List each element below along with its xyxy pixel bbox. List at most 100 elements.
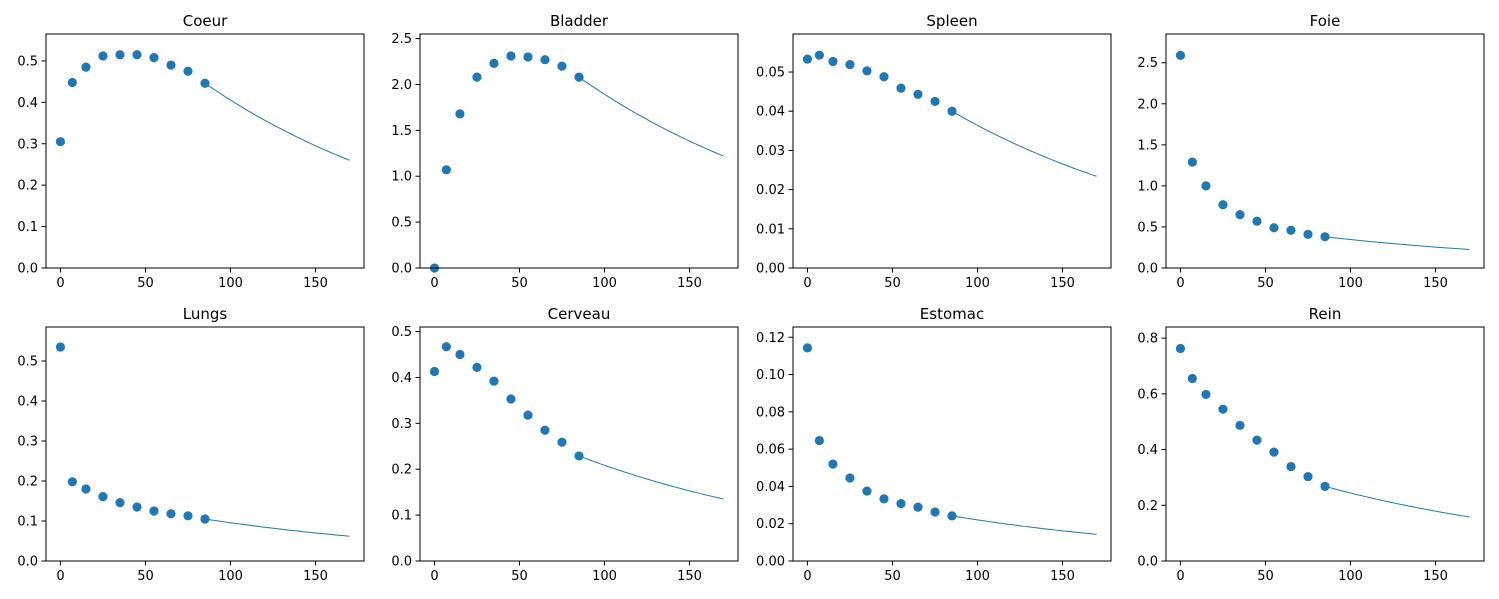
axes-frame <box>419 33 739 269</box>
panel-title: Estomac <box>920 305 984 323</box>
y-tick-label: 0.5 <box>1137 220 1158 235</box>
data-point <box>896 83 906 93</box>
data-point <box>1286 461 1296 472</box>
data-point <box>802 54 813 64</box>
data-point <box>506 51 516 61</box>
x-tick-label: 0 <box>56 569 64 584</box>
y-tick-label: 0.00 <box>756 262 785 277</box>
y-tick-label: 0.5 <box>391 216 412 231</box>
data-point <box>947 511 957 521</box>
y-tick-label: 1.5 <box>1137 138 1158 153</box>
data-point <box>55 342 66 352</box>
panel-lungs: Lungs 0 50 100 150 0.0 0.1 0.2 0.3 0.4 0.5 <box>17 305 365 584</box>
data-point <box>1175 343 1186 354</box>
x-tick-label: 150 <box>677 276 702 291</box>
data-point <box>947 106 957 116</box>
axes-frame <box>419 326 739 562</box>
panel-title: Bladder <box>550 12 609 30</box>
data-point <box>1286 225 1296 235</box>
data-point <box>115 50 125 60</box>
axes-frame <box>45 33 365 269</box>
fit-curve <box>951 515 1097 535</box>
data-point <box>55 137 66 147</box>
y-tick-label: 0.2 <box>17 179 38 194</box>
data-point <box>540 425 550 435</box>
data-point <box>930 507 940 517</box>
x-tick-label: 100 <box>965 569 990 584</box>
x-tick-label: 0 <box>1176 276 1184 291</box>
data-point <box>879 72 889 82</box>
data-point <box>896 498 906 509</box>
y-tick-label: 1.0 <box>1137 179 1158 194</box>
data-point <box>814 435 824 446</box>
axes-frame <box>45 326 365 562</box>
x-tick-label: 50 <box>884 276 901 291</box>
panel-title: Rein <box>1309 305 1342 323</box>
data-point <box>862 66 872 76</box>
panel-title: Cerveau <box>548 305 611 323</box>
data-point <box>472 72 482 82</box>
y-tick-label: 1.0 <box>391 170 412 185</box>
data-point <box>166 509 176 519</box>
y-tick-label: 1.5 <box>391 124 412 139</box>
data-point <box>1252 216 1262 226</box>
axes-frame <box>792 326 1112 562</box>
data-point <box>1303 471 1313 482</box>
x-tick-label: 0 <box>803 569 811 584</box>
data-point <box>1187 373 1197 384</box>
y-tick-label: 0.2 <box>17 475 38 490</box>
data-point <box>814 50 824 60</box>
data-point <box>115 498 125 508</box>
data-point <box>166 60 176 70</box>
x-tick-label: 50 <box>511 569 528 584</box>
fit-curve <box>578 455 724 500</box>
y-tick-label: 2.0 <box>391 78 412 93</box>
data-point <box>455 349 465 360</box>
fit-curve <box>951 110 1097 177</box>
fit-curve <box>204 82 350 161</box>
y-tick-label: 0.02 <box>756 183 785 198</box>
data-point <box>489 58 499 68</box>
panel-title: Coeur <box>183 12 228 30</box>
x-tick-label: 150 <box>677 569 702 584</box>
x-tick-label: 0 <box>430 276 438 291</box>
x-tick-label: 100 <box>1338 569 1363 584</box>
y-tick-label: 0.4 <box>17 96 38 111</box>
x-tick-label: 150 <box>303 276 328 291</box>
y-tick-label: 2.5 <box>391 32 412 47</box>
data-point <box>1303 229 1313 239</box>
data-point <box>132 50 142 60</box>
x-tick-label: 150 <box>1423 569 1448 584</box>
x-tick-label: 100 <box>218 276 243 291</box>
y-tick-label: 0.0 <box>391 555 412 570</box>
data-point <box>98 492 108 502</box>
x-tick-label: 100 <box>1338 276 1363 291</box>
x-tick-label: 50 <box>137 276 154 291</box>
panel-title: Spleen <box>926 12 977 30</box>
y-tick-label: 0.4 <box>17 395 38 410</box>
data-point <box>1218 404 1228 414</box>
data-point <box>200 78 210 88</box>
x-tick-label: 150 <box>1423 276 1448 291</box>
data-point <box>540 55 550 65</box>
data-point <box>828 56 838 67</box>
data-point <box>1235 210 1245 220</box>
data-point <box>506 394 516 404</box>
y-tick-label: 0.06 <box>756 443 785 458</box>
y-tick-label: 0.1 <box>17 515 38 530</box>
y-tick-label: 2.5 <box>1137 56 1158 71</box>
x-tick-label: 100 <box>592 276 617 291</box>
data-point <box>1269 223 1279 233</box>
data-point <box>200 514 210 524</box>
x-tick-label: 100 <box>592 569 617 584</box>
panel-bladder: Bladder 0 50 100 150 0.0 0.5 1.0 1.5 2.0 2.5 <box>391 12 739 291</box>
x-tick-label: 50 <box>511 276 528 291</box>
data-point <box>1175 50 1186 60</box>
y-tick-label: 0.05 <box>756 66 785 81</box>
x-tick-label: 150 <box>1050 569 1075 584</box>
data-point <box>455 109 465 119</box>
x-tick-label: 50 <box>1257 276 1274 291</box>
y-tick-label: 0.02 <box>756 517 785 532</box>
y-tick-label: 0.5 <box>17 355 38 370</box>
panel-foie: Foie 0 50 100 150 0.0 0.5 1.0 1.5 2.0 2.5 <box>1137 12 1485 291</box>
